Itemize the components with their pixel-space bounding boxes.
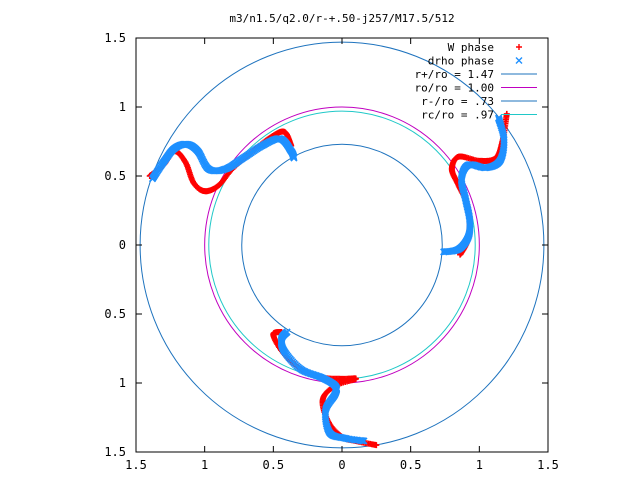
x-tick-label: 0.5 <box>262 458 284 472</box>
axes: 1.5 1 0.5 0 0.5 1 1.51.510.500.511.5 <box>104 31 559 472</box>
legend-label: ro/ro = 1.00 <box>415 82 494 95</box>
data-point <box>290 154 298 162</box>
legend-label: W phase <box>448 41 494 54</box>
y-tick-label: 0.5 <box>104 169 126 183</box>
circle-series-3 <box>204 106 480 384</box>
y-tick-label: 1 <box>119 376 126 390</box>
y-tick-label: 1 <box>119 100 126 114</box>
legend-label: rc/ro = .97 <box>421 109 494 122</box>
legend-marker <box>516 44 522 50</box>
x-tick-label: 1 <box>476 458 483 472</box>
series-1 <box>148 114 508 445</box>
y-tick-label: 1.5 <box>104 445 126 459</box>
plot-area <box>139 41 545 449</box>
legend-marker <box>515 57 523 64</box>
circle-series-4 <box>241 143 443 347</box>
y-tick-label: 1.5 <box>104 31 126 45</box>
x-tick-label: 0.5 <box>400 458 422 472</box>
data-point <box>440 248 448 256</box>
data-point <box>283 328 291 336</box>
x-tick-label: 1 <box>201 458 208 472</box>
y-tick-label: 0.5 <box>104 307 126 321</box>
legend-label: r+/ro = 1.47 <box>415 68 494 81</box>
legend-label: r-/ro = .73 <box>421 95 494 108</box>
x-tick-label: 1.5 <box>125 458 147 472</box>
x-tick-label: 1.5 <box>537 458 559 472</box>
legend-label: drho phase <box>428 55 494 68</box>
x-tick-label: 0 <box>338 458 345 472</box>
y-tick-label: 0 <box>119 238 126 252</box>
chart-title: m3/n1.5/q2.0/r-+.50-j257/M17.5/512 <box>229 12 454 25</box>
